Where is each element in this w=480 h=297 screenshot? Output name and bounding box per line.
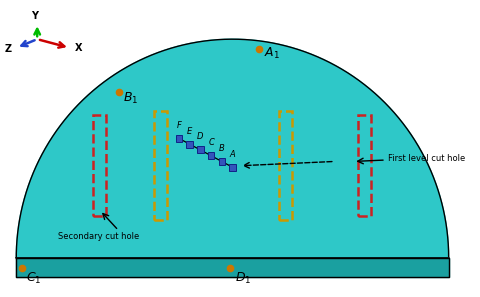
Text: F: F [177,121,181,130]
Text: B: B [219,144,225,153]
Text: $C_{1}$: $C_{1}$ [26,271,41,286]
Text: $D_{1}$: $D_{1}$ [235,271,251,286]
Bar [94,116,107,216]
Text: D: D [197,132,204,141]
Bar [208,152,215,159]
Text: E: E [187,127,192,135]
Text: Z: Z [4,44,12,54]
Bar [279,111,292,220]
Bar [176,135,182,142]
Text: Secondary cut hole: Secondary cut hole [58,232,139,241]
Bar [197,146,204,153]
Bar [186,141,193,148]
Text: X: X [74,43,82,53]
Bar [218,158,225,165]
Text: First level cut hole: First level cut hole [388,154,466,163]
Text: Y: Y [31,11,38,21]
Text: $A_{1}$: $A_{1}$ [264,46,280,61]
Polygon shape [16,258,449,277]
Polygon shape [16,39,449,258]
Bar [154,111,167,220]
Text: A: A [229,150,235,159]
Text: $B_{1}$: $B_{1}$ [123,91,139,106]
Bar [229,164,236,171]
Text: C: C [208,138,214,147]
Bar [359,116,372,216]
